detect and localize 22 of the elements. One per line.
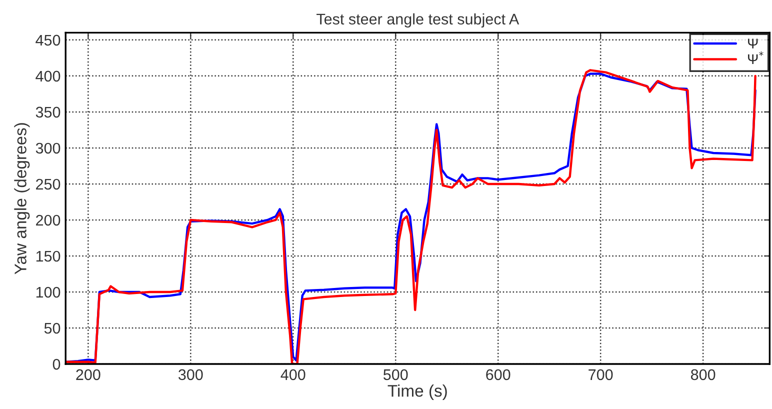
y-tick-label: 150 [36, 250, 60, 262]
y-tick-label: 0 [52, 358, 60, 370]
x-tick-label: 300 [178, 369, 203, 380]
x-tick-label: 800 [690, 369, 716, 380]
x-tick-label: 500 [383, 369, 408, 380]
y-axis-title: Yaw angle (degrees) [14, 123, 30, 274]
chart-title: Test steer angle test subject A [316, 13, 520, 28]
y-tick-label: 450 [36, 34, 60, 46]
y-tick-label: 100 [36, 286, 60, 298]
x-tick-label: 400 [280, 369, 306, 380]
legend-label: Ψ [748, 38, 758, 48]
legend-label: Ψ$^{*}$ [748, 51, 764, 64]
x-tick-label: 600 [486, 369, 510, 380]
y-tick-label: 300 [36, 142, 60, 154]
y-tick-label: 200 [36, 214, 60, 226]
y-tick-label: 350 [36, 106, 60, 118]
y-tick-label: 400 [36, 70, 60, 82]
x-tick-label: 700 [588, 369, 613, 380]
x-axis-title: Time (s) [388, 384, 447, 400]
y-tick-label: 50 [44, 322, 60, 334]
x-tick-label: 200 [76, 369, 100, 380]
y-tick-label: 250 [36, 178, 60, 190]
